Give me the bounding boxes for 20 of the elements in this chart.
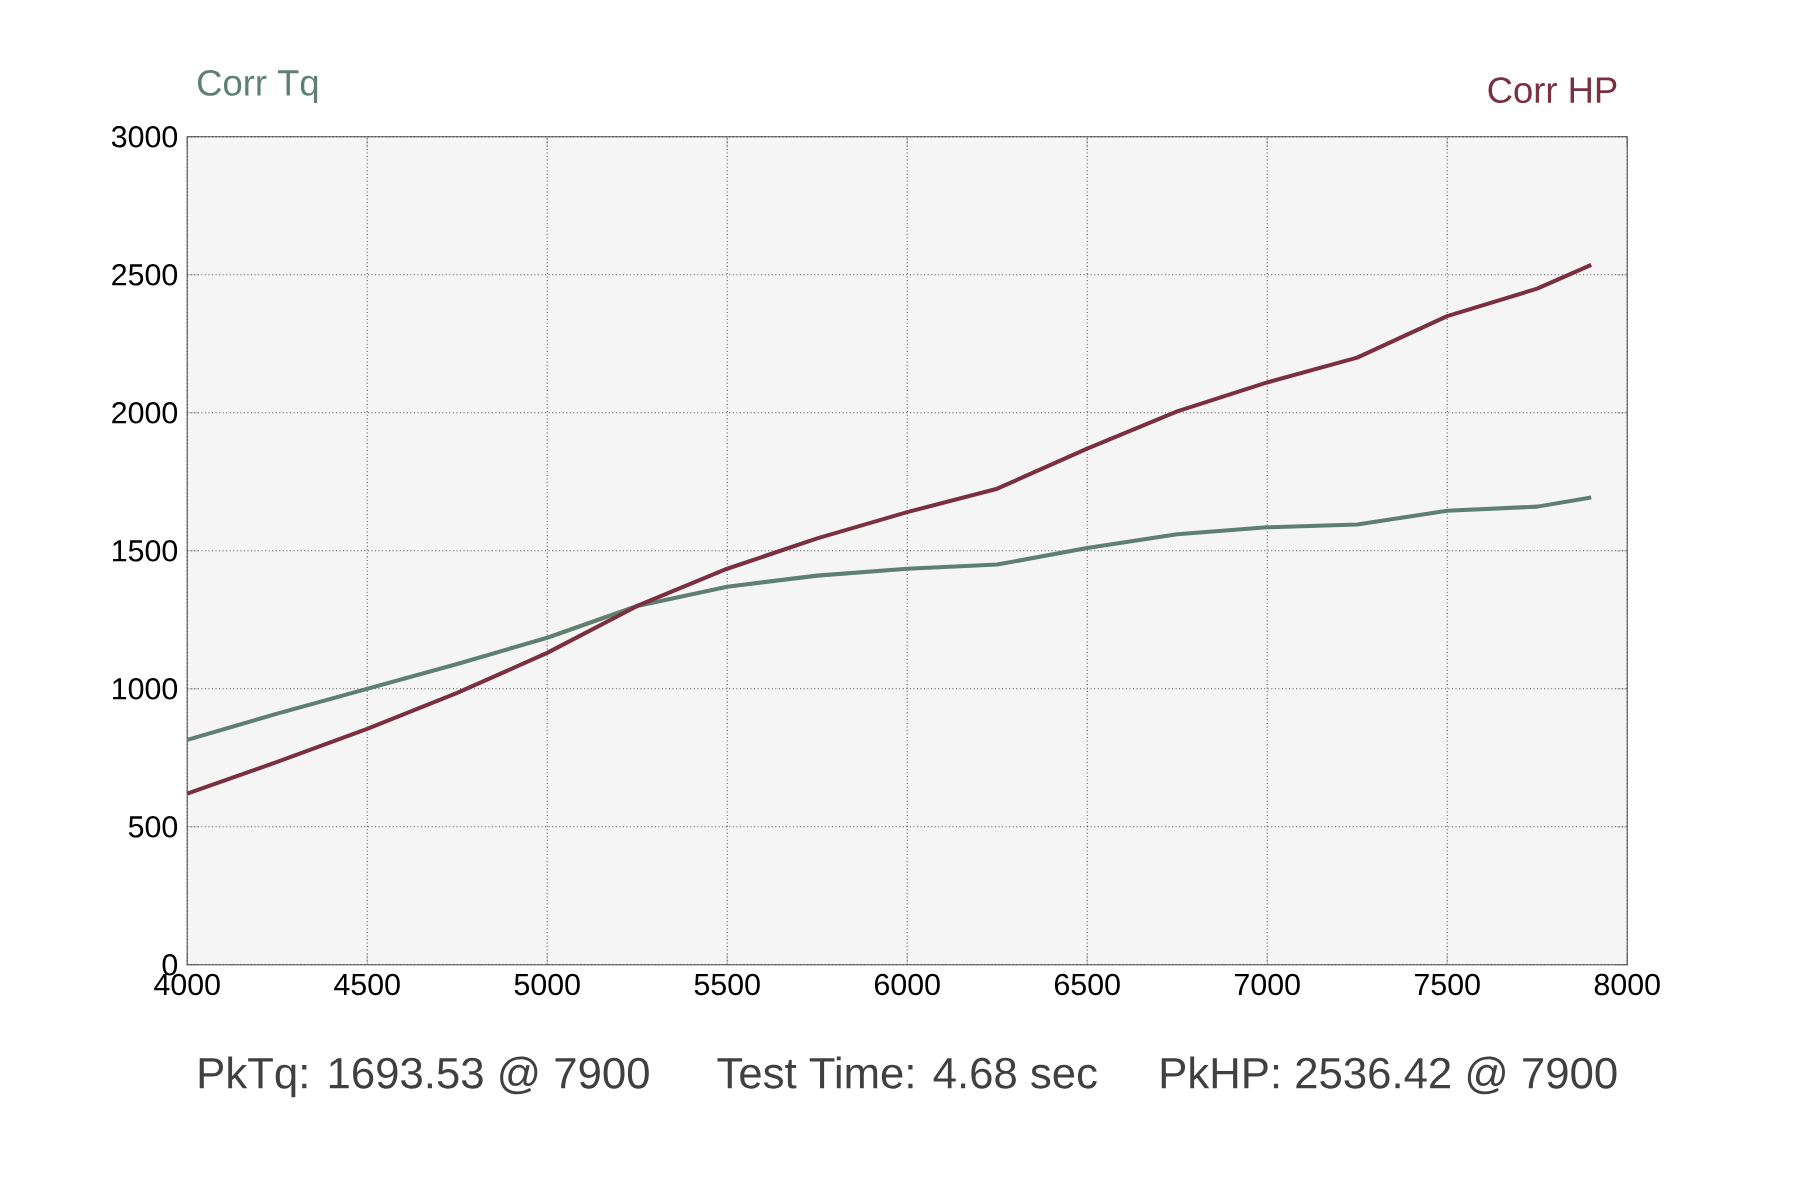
- x-tick-label: 6500: [1054, 973, 1120, 996]
- y-tick-label: 500: [128, 815, 178, 838]
- text: Corr HP: [1488, 77, 1617, 103]
- text: Test Time: 4.68 sec: [717, 1056, 1097, 1089]
- y-tick-label: 3000: [111, 125, 178, 148]
- y-tick-label: 1000: [113, 677, 178, 700]
- y-tick-label: 1500: [113, 539, 178, 562]
- line-series: [185, 262, 1594, 796]
- x-tick-label: 5000: [514, 973, 580, 996]
- y-tick-label: 2500: [112, 263, 178, 286]
- x-tick-label: 7000: [1234, 973, 1300, 996]
- y-tick-label: 2000: [112, 401, 178, 424]
- x-tick-label: 8000: [1594, 973, 1660, 996]
- x-tick-label: 6000: [874, 973, 940, 996]
- x-tick-label: 7500: [1414, 973, 1480, 996]
- x-tick-label: 4500: [334, 973, 400, 996]
- text: PkHP: 2536.42 @ 7900: [1161, 1056, 1617, 1095]
- text: PkTq: 1693.53 @ 7900: [199, 1056, 649, 1098]
- x-tick-label: 5500: [694, 973, 760, 996]
- text: Corr Tq: [198, 69, 318, 103]
